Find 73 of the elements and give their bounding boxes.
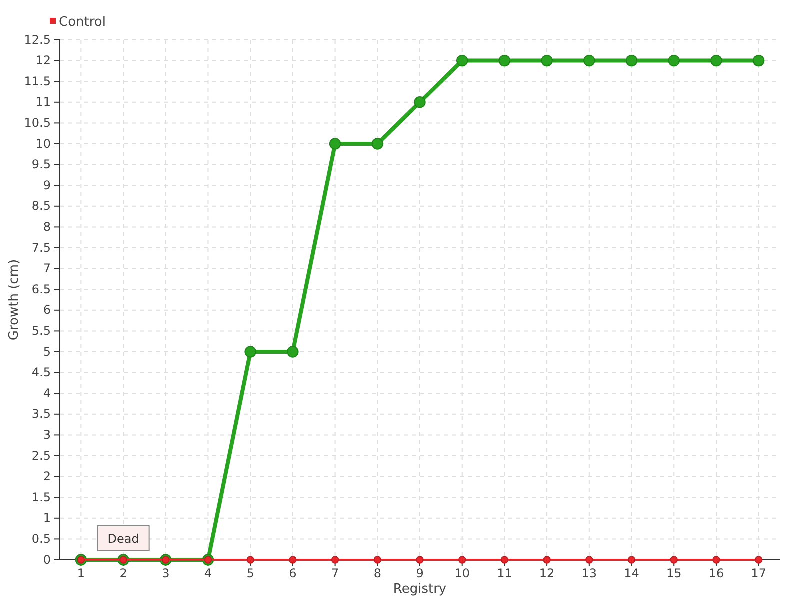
point xyxy=(670,556,678,564)
point xyxy=(287,346,299,358)
point xyxy=(289,556,297,564)
y-tick-label: 7 xyxy=(43,262,51,276)
point xyxy=(414,96,426,108)
x-tick-label: 2 xyxy=(120,566,128,581)
y-tick-label: 1 xyxy=(43,511,51,526)
point xyxy=(754,556,763,564)
point xyxy=(246,556,254,564)
y-tick-label: 9 xyxy=(43,178,51,192)
point xyxy=(584,54,596,67)
point xyxy=(331,556,340,564)
x-axis-title: Registry xyxy=(393,582,447,597)
x-tick-label: 16 xyxy=(708,566,724,581)
point xyxy=(541,54,553,67)
y-tick-label: 10 xyxy=(36,136,51,151)
x-tick-label: 3 xyxy=(162,566,170,581)
y-tick-label: 4.5 xyxy=(32,366,51,380)
point xyxy=(543,556,551,564)
x-tick-label: 4 xyxy=(204,566,212,581)
x-tick-label: 12 xyxy=(539,566,555,581)
y-tick-label: 11 xyxy=(36,95,51,110)
y-tick-label: 5.5 xyxy=(32,324,51,338)
y-tick-label: 11.5 xyxy=(24,74,51,88)
x-tick-label: 9 xyxy=(416,566,424,581)
point xyxy=(244,346,256,358)
point xyxy=(712,556,720,564)
y-tick-label: 4 xyxy=(43,386,51,400)
legend-label: Control xyxy=(59,15,106,30)
annotation: Dead xyxy=(108,532,140,546)
point xyxy=(586,556,594,564)
point xyxy=(752,54,765,67)
y-tick-label: 3.5 xyxy=(32,407,51,422)
x-tick-label: 11 xyxy=(497,566,512,581)
point xyxy=(498,54,511,67)
x-tick-label: 7 xyxy=(331,566,340,581)
point xyxy=(329,138,342,150)
x-tick-label: 14 xyxy=(624,566,640,581)
y-tick-label: 0.5 xyxy=(32,532,51,546)
x-tick-label: 17 xyxy=(751,566,766,581)
x-tick-label: 15 xyxy=(666,566,682,581)
x-tick-label: 5 xyxy=(246,566,254,581)
y-tick-label: 7.5 xyxy=(32,240,51,255)
point xyxy=(628,556,636,564)
x-tick-label: 8 xyxy=(374,566,382,581)
y-tick-label: 6.5 xyxy=(32,282,51,296)
point xyxy=(500,556,509,564)
y-tick-label: 1.5 xyxy=(32,490,51,504)
y-tick-label: 6 xyxy=(43,303,51,318)
y-tick-label: 5 xyxy=(43,344,51,359)
y-tick-label: 12.5 xyxy=(24,32,51,47)
point xyxy=(416,556,424,564)
x-tick-label: 13 xyxy=(582,566,598,581)
y-tick-label: 2.5 xyxy=(32,448,51,463)
point xyxy=(374,556,382,564)
point xyxy=(710,54,722,67)
y-tick-label: 8 xyxy=(43,220,51,234)
x-tick-label: 10 xyxy=(454,566,470,581)
y-tick-label: 8.5 xyxy=(32,199,51,214)
point xyxy=(458,556,466,564)
y-axis-title: Growth (cm) xyxy=(7,259,22,341)
point xyxy=(456,54,468,67)
y-tick-label: 0 xyxy=(43,552,51,567)
x-tick-label: 1 xyxy=(77,566,85,581)
y-tick-label: 3 xyxy=(43,428,51,442)
y-tick-label: 2 xyxy=(43,470,51,484)
y-tick-label: 10.5 xyxy=(24,116,51,130)
x-tick-label: 6 xyxy=(289,566,297,581)
point xyxy=(668,54,680,67)
y-tick-label: 12 xyxy=(36,54,51,68)
y-tick-label: 9.5 xyxy=(32,158,51,172)
point xyxy=(372,138,384,150)
point xyxy=(626,54,638,67)
